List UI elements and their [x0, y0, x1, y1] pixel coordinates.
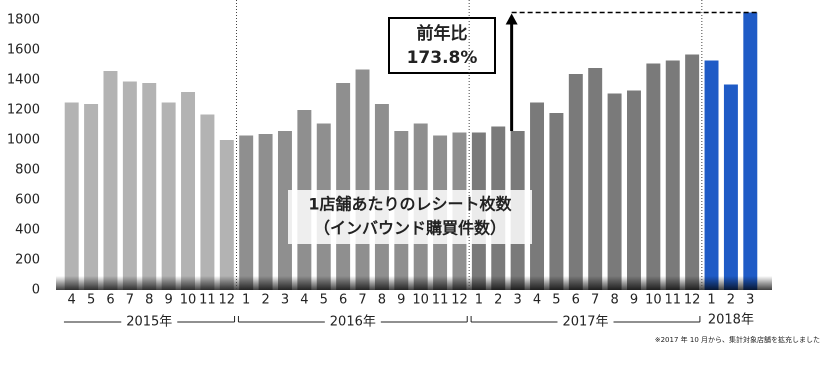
bar [588, 68, 603, 290]
bar [142, 83, 157, 290]
x-tick-label: 3 [281, 293, 289, 308]
year-label: 2018年 [708, 313, 754, 328]
bar [200, 114, 215, 290]
x-tick-label: 6 [339, 293, 347, 308]
bar [355, 69, 370, 290]
x-tick-label: 5 [320, 293, 328, 308]
chart-label: （インバウンド購買件数） [314, 219, 506, 238]
annotation: 173.8% [407, 48, 478, 68]
x-tick-label: 4 [533, 293, 541, 308]
bar [64, 102, 79, 290]
x-tick-label: 1 [475, 293, 483, 308]
y-tick-label: 1200 [7, 103, 40, 118]
x-tick-label: 8 [610, 293, 618, 308]
x-tick-label: 12 [684, 293, 701, 308]
x-tick-label: 7 [126, 293, 134, 308]
x-tick-label: 8 [145, 293, 153, 308]
y-tick-label: 1600 [7, 43, 40, 58]
x-tick-label: 1 [707, 293, 715, 308]
bar [704, 60, 719, 290]
x-tick-label: 11 [432, 293, 449, 308]
bar [607, 93, 622, 290]
x-tick-label: 7 [591, 293, 599, 308]
bar [549, 113, 564, 290]
bar [626, 90, 641, 290]
bar [181, 92, 196, 290]
y-tick-label: 400 [15, 223, 40, 238]
chart-label: 1店舗あたりのレシート枚数 [308, 195, 512, 214]
bar [685, 54, 700, 290]
x-tick-label: 2 [261, 293, 269, 308]
bar [530, 102, 545, 290]
bar [723, 84, 738, 290]
bar [161, 102, 176, 290]
x-tick-label: 10 [645, 293, 662, 308]
annotation: 前年比 [417, 23, 468, 44]
bar [336, 83, 351, 290]
x-tick-label: 12 [219, 293, 236, 308]
bar [665, 60, 680, 290]
y-tick-label: 800 [15, 163, 40, 178]
bar [743, 12, 758, 290]
floor-shadow [56, 276, 772, 290]
x-tick-label: 7 [358, 293, 366, 308]
y-tick-label: 1000 [7, 133, 40, 148]
y-tick-label: 1800 [7, 13, 40, 28]
bar [277, 131, 292, 290]
x-tick-label: 5 [87, 293, 95, 308]
bar [258, 134, 273, 290]
footnote: ※2017 年 10 月から、集計対象店舗を拡充しました [655, 335, 820, 344]
x-tick-label: 1 [242, 293, 250, 308]
x-tick-label: 8 [378, 293, 386, 308]
annotation-box [388, 17, 496, 74]
bar [84, 104, 99, 290]
x-tick-label: 9 [164, 293, 172, 308]
year-label: 2015年 [126, 315, 172, 330]
x-tick-label: 2 [494, 293, 502, 308]
year-label: 2017年 [562, 315, 608, 330]
bar [219, 140, 234, 290]
x-tick-label: 2 [727, 293, 735, 308]
y-tick-label: 600 [15, 193, 40, 208]
x-tick-label: 9 [630, 293, 638, 308]
x-tick-label: 10 [412, 293, 429, 308]
bar [646, 63, 661, 290]
arrow-head [505, 13, 518, 25]
y-tick-label: 200 [15, 253, 40, 268]
x-tick-label: 10 [180, 293, 197, 308]
x-tick-label: 3 [746, 293, 754, 308]
x-tick-label: 11 [664, 293, 681, 308]
bar [122, 81, 137, 290]
x-tick-label: 9 [397, 293, 405, 308]
bar [239, 135, 254, 290]
year-label: 2016年 [330, 315, 376, 330]
bar [568, 74, 583, 290]
x-tick-label: 4 [300, 293, 308, 308]
x-tick-label: 6 [106, 293, 114, 308]
label-box [288, 190, 532, 244]
bar [103, 71, 118, 290]
x-tick-label: 4 [68, 293, 76, 308]
x-tick-label: 6 [572, 293, 580, 308]
y-tick-label: 1400 [7, 73, 40, 88]
x-tick-label: 11 [199, 293, 216, 308]
y-tick-label: 0 [32, 283, 40, 298]
x-tick-label: 12 [451, 293, 468, 308]
x-tick-label: 5 [552, 293, 560, 308]
x-tick-label: 3 [513, 293, 521, 308]
